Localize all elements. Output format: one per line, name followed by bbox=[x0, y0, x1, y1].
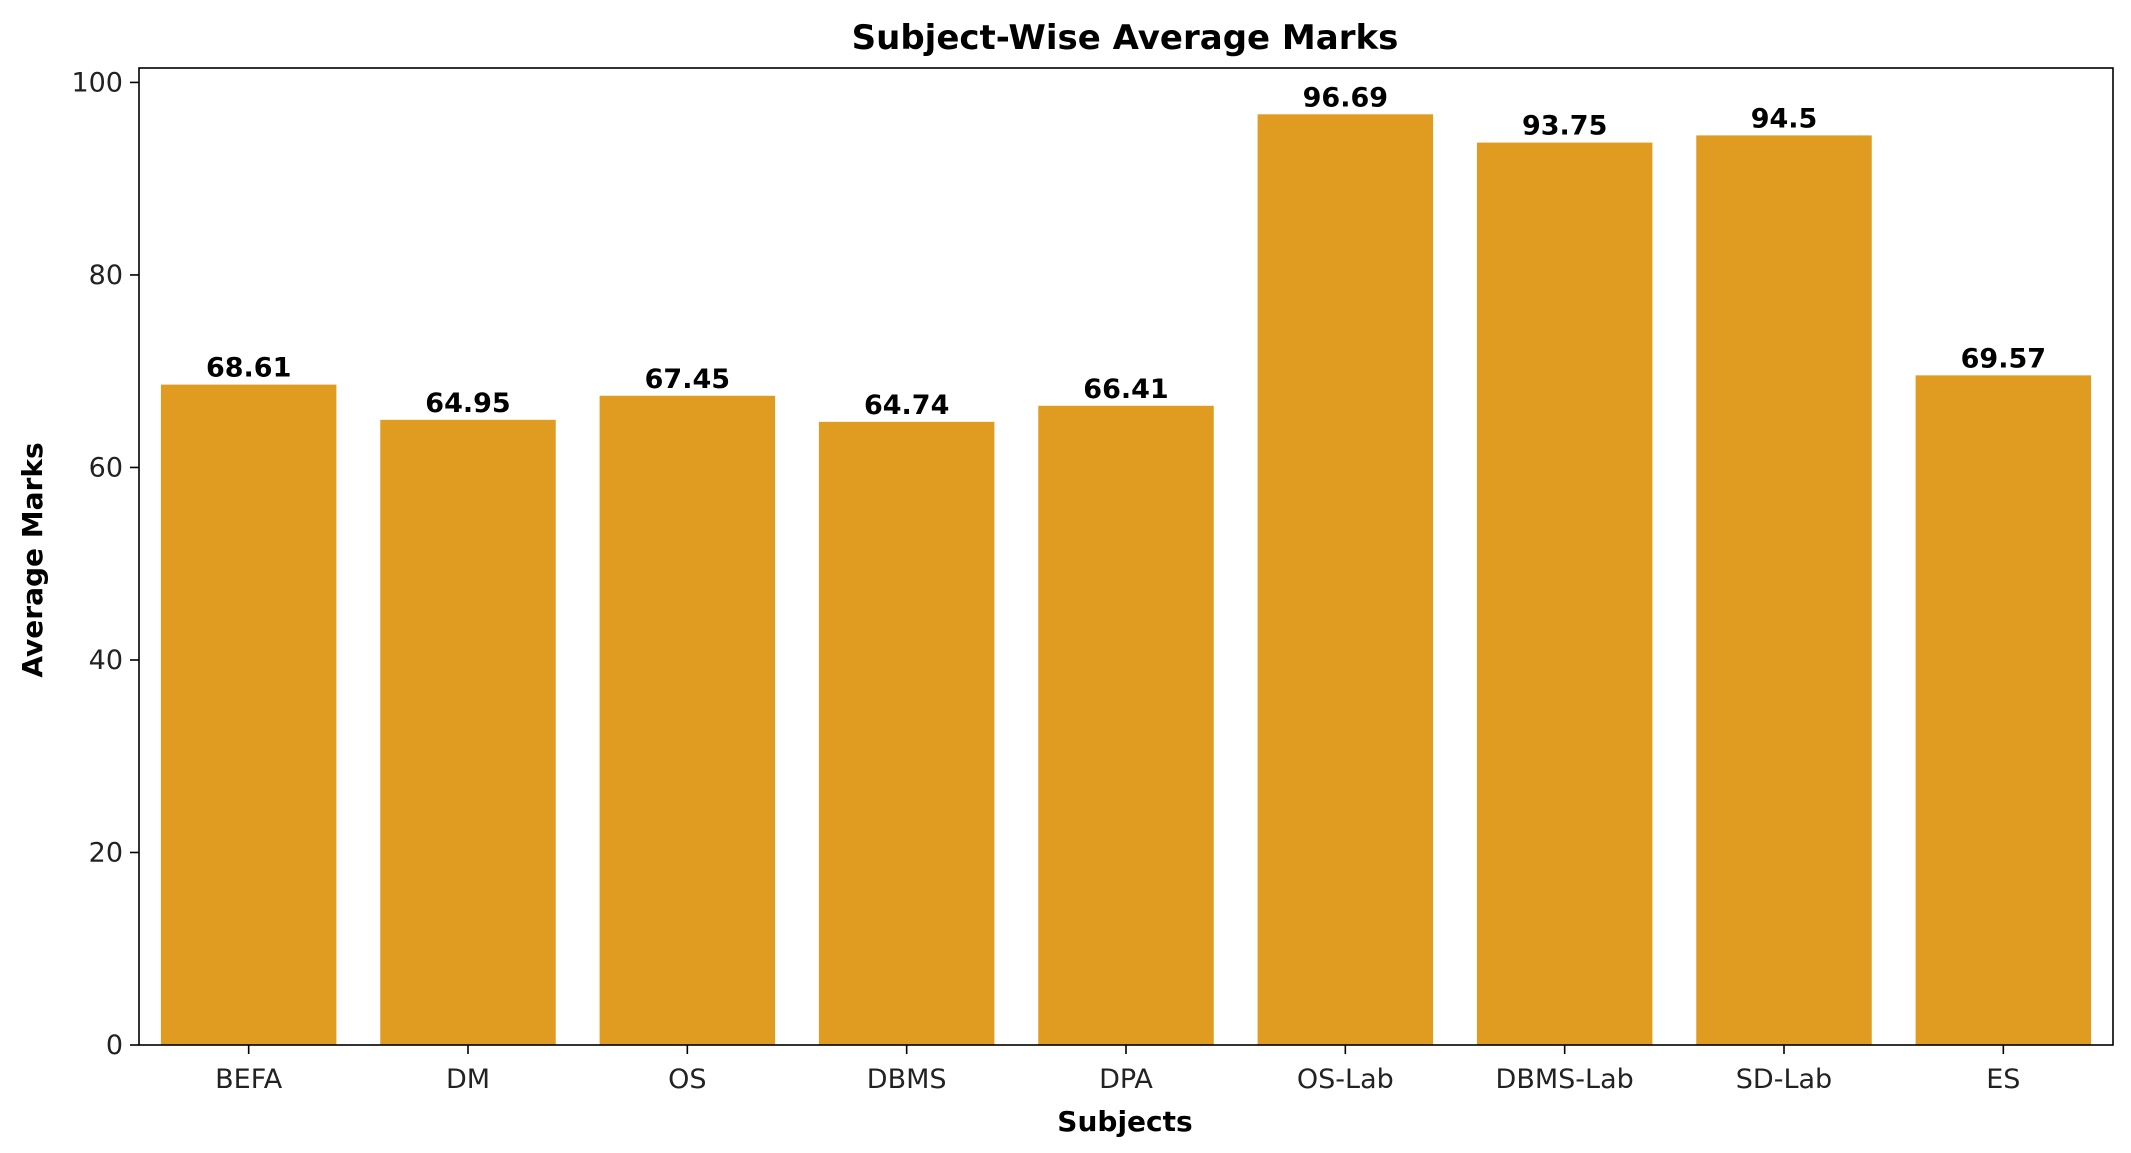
bar bbox=[599, 395, 776, 1045]
y-tick-label: 60 bbox=[89, 452, 123, 483]
x-tick-label: DBMS bbox=[867, 1064, 947, 1095]
bar bbox=[818, 421, 995, 1046]
bars-layer bbox=[160, 114, 2092, 1046]
data-label: 68.61 bbox=[206, 353, 291, 384]
y-tick-label: 100 bbox=[71, 67, 123, 98]
chart-title: Subject-Wise Average Marks bbox=[852, 18, 1399, 58]
x-tick-label: DBMS-Lab bbox=[1496, 1064, 1634, 1095]
bar bbox=[1915, 375, 2092, 1046]
y-tick-label: 40 bbox=[89, 645, 123, 676]
data-label: 64.95 bbox=[425, 388, 510, 419]
bar bbox=[1476, 142, 1653, 1046]
bar bbox=[1696, 135, 1872, 1045]
data-label: 69.57 bbox=[1961, 343, 2046, 374]
y-axis-label: Average Marks bbox=[16, 442, 49, 677]
x-tick-label: SD-Lab bbox=[1736, 1064, 1832, 1095]
y-tick-label: 0 bbox=[106, 1030, 123, 1061]
ticks-layer: BEFA DM OS DBMS DPA OS-Lab DBMS-Lab SD-Lab ES 0 20… bbox=[71, 67, 2020, 1095]
y-tick-label: 20 bbox=[89, 837, 123, 868]
x-tick-label: DM bbox=[446, 1064, 490, 1095]
data-label: 64.74 bbox=[864, 390, 949, 421]
x-axis-label: Subjects bbox=[1057, 1105, 1192, 1138]
bar bbox=[160, 384, 337, 1046]
data-label: 96.69 bbox=[1303, 82, 1388, 113]
bar bbox=[380, 419, 556, 1045]
x-tick-label: ES bbox=[1986, 1064, 2020, 1095]
bar bbox=[1038, 405, 1214, 1045]
y-tick-label: 80 bbox=[89, 260, 123, 291]
bar bbox=[1257, 114, 1434, 1046]
data-label: 66.41 bbox=[1083, 374, 1168, 405]
x-tick-label: OS bbox=[668, 1064, 706, 1095]
x-tick-label: BEFA bbox=[215, 1064, 283, 1095]
data-label: 67.45 bbox=[645, 364, 730, 395]
data-label: 94.5 bbox=[1751, 103, 1818, 134]
data-labels-layer: 68.61 64.95 67.45 64.74 66.41 96.69 93.75 94.5 6… bbox=[206, 82, 2046, 421]
x-tick-label: OS-Lab bbox=[1297, 1064, 1394, 1095]
x-tick-label: DPA bbox=[1099, 1064, 1153, 1095]
data-label: 93.75 bbox=[1522, 111, 1607, 142]
